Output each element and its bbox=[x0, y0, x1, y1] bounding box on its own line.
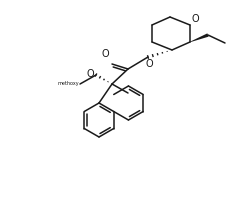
Text: methoxy: methoxy bbox=[57, 81, 79, 85]
Text: O: O bbox=[86, 69, 94, 79]
Text: O: O bbox=[192, 14, 200, 24]
Text: O: O bbox=[145, 59, 153, 69]
Text: O: O bbox=[101, 49, 109, 59]
Polygon shape bbox=[190, 33, 209, 42]
